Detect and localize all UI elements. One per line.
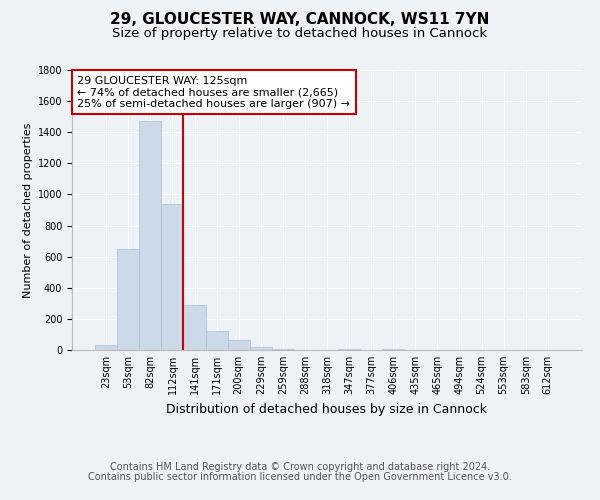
Bar (117, 249, 139, 350)
Bar (95, 344, 117, 350)
Bar (382, 349, 404, 350)
Bar (139, 122, 161, 350)
Bar (272, 349, 294, 350)
Y-axis label: Number of detached properties: Number of detached properties (23, 122, 34, 298)
Bar (184, 305, 206, 350)
Text: 29, GLOUCESTER WAY, CANNOCK, WS11 7YN: 29, GLOUCESTER WAY, CANNOCK, WS11 7YN (110, 12, 490, 28)
Bar (227, 340, 250, 350)
Text: Contains public sector information licensed under the Open Government Licence v3: Contains public sector information licen… (88, 472, 512, 482)
Bar (206, 330, 227, 350)
Text: 29 GLOUCESTER WAY: 125sqm
← 74% of detached houses are smaller (2,665)
25% of se: 29 GLOUCESTER WAY: 125sqm ← 74% of detac… (77, 76, 350, 109)
Text: Size of property relative to detached houses in Cannock: Size of property relative to detached ho… (112, 28, 488, 40)
Bar (250, 347, 272, 350)
Bar (161, 204, 184, 350)
Bar (338, 349, 360, 350)
Text: Contains HM Land Registry data © Crown copyright and database right 2024.: Contains HM Land Registry data © Crown c… (110, 462, 490, 472)
X-axis label: Distribution of detached houses by size in Cannock: Distribution of detached houses by size … (167, 402, 487, 415)
